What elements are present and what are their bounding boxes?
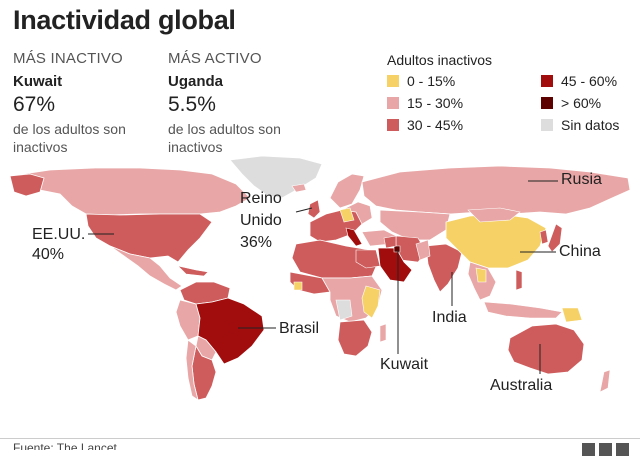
legend-label: 30 - 45% bbox=[407, 117, 464, 133]
legend-item-no-data: Sin datos bbox=[541, 117, 619, 133]
new-zealand-region bbox=[599, 369, 611, 393]
papua-region bbox=[561, 307, 583, 323]
canada-region bbox=[9, 167, 251, 216]
central-asia-region bbox=[379, 209, 451, 241]
japan-region bbox=[547, 223, 563, 253]
australia-region bbox=[507, 323, 585, 375]
most-active-country: Uganda bbox=[168, 73, 224, 90]
legend-item-45-60: 45 - 60% bbox=[541, 73, 617, 89]
legend-swatch bbox=[541, 97, 553, 109]
chile-region bbox=[185, 339, 199, 401]
bbc-logo-block bbox=[616, 443, 629, 456]
madagascar-region bbox=[379, 323, 387, 343]
bbc-logo-block bbox=[599, 443, 612, 456]
mexico-region bbox=[109, 245, 183, 291]
source-note: Fuente: The Lancet bbox=[13, 441, 117, 450]
usa-region bbox=[85, 213, 213, 263]
legend-label: Sin datos bbox=[561, 117, 620, 133]
central-africa-no-data-region bbox=[335, 299, 353, 321]
india-region bbox=[425, 243, 463, 293]
usa-value: 40% bbox=[32, 246, 65, 263]
indonesia-region bbox=[483, 301, 563, 319]
caribbean-region bbox=[177, 265, 209, 277]
thailand-active-region bbox=[475, 267, 487, 283]
philippines-region bbox=[515, 269, 523, 291]
legend-label: 45 - 60% bbox=[561, 73, 618, 89]
legend-label: 15 - 30% bbox=[407, 95, 464, 111]
china-label: China bbox=[559, 243, 601, 260]
legend-swatch bbox=[387, 97, 399, 109]
italy-region bbox=[345, 227, 363, 247]
legend-swatch bbox=[541, 119, 553, 131]
egypt-region bbox=[355, 249, 381, 269]
uk-region bbox=[307, 199, 321, 219]
russia-label: Rusia bbox=[561, 171, 602, 188]
most-inactive-panel: MÁS INACTIVO Kuwait 67% de los adultos s… bbox=[13, 50, 163, 156]
west-africa-active-region bbox=[293, 281, 303, 291]
pakistan-region bbox=[415, 239, 431, 261]
mongolia-region bbox=[467, 207, 521, 223]
australia-label: Australia bbox=[490, 377, 553, 394]
uk-label-line2: Unido bbox=[240, 212, 282, 229]
legend-swatch bbox=[387, 119, 399, 131]
brazil-label: Brasil bbox=[279, 320, 320, 337]
legend-item-over-60: > 60% bbox=[541, 95, 601, 111]
korea-region bbox=[539, 229, 549, 245]
alaska-region bbox=[9, 173, 45, 197]
iraq-region bbox=[383, 235, 397, 249]
bbc-logo-block bbox=[582, 443, 595, 456]
russia-region bbox=[361, 165, 631, 215]
india-label: India bbox=[432, 309, 467, 326]
iceland-region bbox=[291, 183, 307, 193]
uk-callout-line bbox=[295, 207, 313, 213]
china-region bbox=[445, 213, 547, 269]
southern-africa-region bbox=[337, 319, 373, 357]
most-inactive-caption: MÁS INACTIVO bbox=[13, 50, 123, 67]
legend-item-30-45: 30 - 45% bbox=[387, 117, 463, 133]
legend-swatch bbox=[541, 75, 553, 87]
uk-value: 36% bbox=[240, 234, 273, 251]
most-active-note: de los adultos son inactivos bbox=[168, 121, 281, 155]
most-inactive-value: 67% bbox=[13, 93, 56, 116]
kuwait-label: Kuwait bbox=[380, 356, 429, 373]
most-active-caption: MÁS ACTIVO bbox=[168, 50, 262, 67]
footer: Fuente: The Lancet bbox=[0, 438, 640, 450]
legend-item-0-15: 0 - 15% bbox=[387, 73, 455, 89]
map-title: Inactividad global bbox=[13, 5, 236, 35]
legend-title: Adultos inactivos bbox=[387, 52, 493, 68]
most-inactive-country: Kuwait bbox=[13, 73, 63, 90]
kuwait-region bbox=[393, 245, 401, 253]
most-active-panel: MÁS ACTIVO Uganda 5.5% de los adultos so… bbox=[168, 50, 318, 156]
legend-item-15-30: 15 - 30% bbox=[387, 95, 463, 111]
most-active-value: 5.5% bbox=[168, 93, 216, 116]
world-map bbox=[9, 155, 631, 401]
legend-label: 0 - 15% bbox=[407, 73, 456, 89]
most-inactive-note: de los adultos son inactivos bbox=[13, 121, 126, 155]
usa-label: EE.UU. bbox=[32, 226, 86, 243]
central-europe-region bbox=[341, 201, 373, 225]
east-africa-active-region bbox=[361, 285, 381, 319]
germany-region bbox=[339, 207, 355, 223]
uk-label-line1: Reino bbox=[240, 190, 282, 207]
legend-label: > 60% bbox=[561, 95, 602, 111]
legend-swatch bbox=[387, 75, 399, 87]
